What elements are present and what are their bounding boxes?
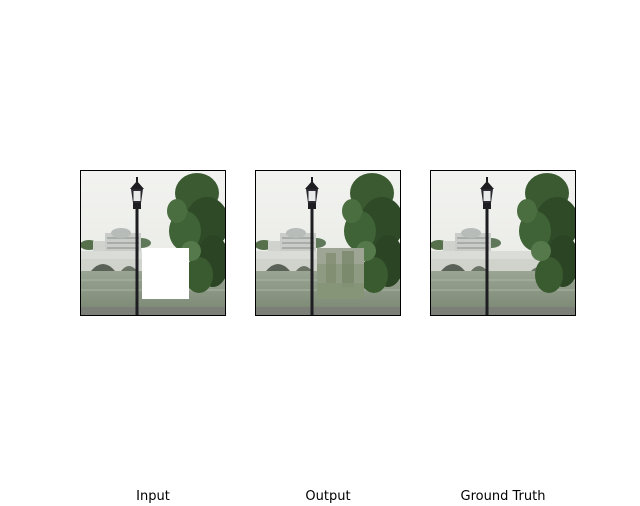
scene-image-output — [256, 171, 400, 315]
scene-image-input — [81, 171, 225, 315]
panel-input: Input — [80, 170, 226, 504]
panel-ground-truth: Ground Truth — [430, 170, 576, 504]
caption-output: Output — [305, 489, 351, 504]
panel-output: Output — [255, 170, 401, 504]
inpainted-region — [317, 248, 364, 299]
caption-ground-truth: Ground Truth — [460, 489, 546, 504]
image-frame — [80, 170, 226, 316]
image-frame — [430, 170, 576, 316]
image-frame — [255, 170, 401, 316]
caption-input: Input — [136, 489, 170, 504]
mask-region — [142, 248, 189, 299]
scene-image-ground-truth — [431, 171, 575, 315]
